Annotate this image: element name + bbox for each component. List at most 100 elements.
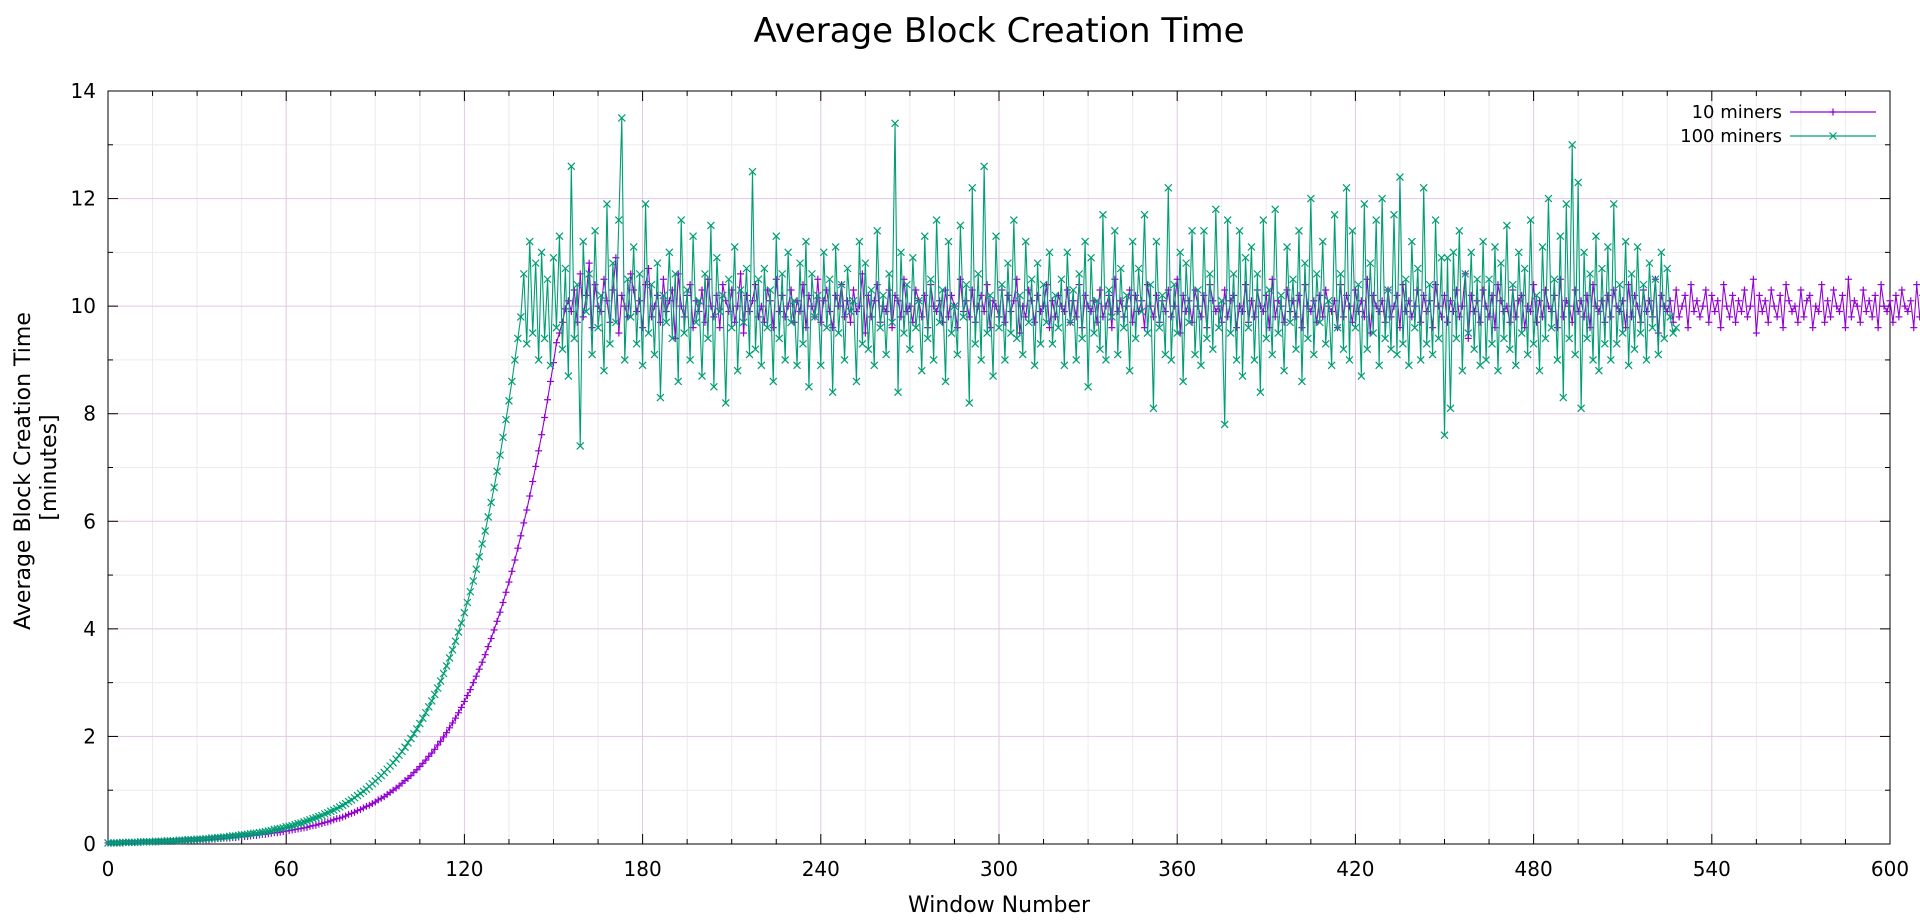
- data-point: [1256, 388, 1265, 397]
- data-point: [1108, 324, 1116, 332]
- data-point: [1865, 297, 1873, 305]
- data-point: [517, 532, 525, 540]
- data-point: [430, 690, 439, 699]
- data-point: [446, 724, 454, 732]
- data-point: [1627, 269, 1636, 278]
- data-point: [525, 237, 534, 246]
- data-point: [1678, 302, 1686, 310]
- data-point: [1369, 329, 1378, 337]
- data-point: [1592, 302, 1600, 310]
- data-point: [532, 462, 540, 470]
- data-point: [567, 162, 576, 171]
- data-point: [1589, 356, 1597, 364]
- data-point: [888, 324, 896, 332]
- data-point: [1066, 318, 1075, 327]
- data-point: [709, 382, 718, 391]
- data-point: [1595, 366, 1603, 375]
- data-point: [1871, 291, 1879, 299]
- data-point: [1069, 286, 1078, 294]
- data-point: [1242, 281, 1250, 289]
- y-tick-label: 4: [83, 617, 96, 641]
- data-point: [1752, 329, 1760, 337]
- data-point: [1723, 302, 1731, 310]
- data-point: [1398, 339, 1407, 348]
- data-point: [481, 527, 490, 535]
- data-point: [870, 361, 879, 370]
- data-point: [1461, 269, 1470, 278]
- data-point: [1423, 308, 1431, 316]
- data-point: [882, 350, 891, 359]
- series: [104, 113, 1920, 847]
- data-point: [1316, 291, 1324, 299]
- data-point: [1140, 210, 1149, 219]
- data-point: [1425, 280, 1434, 289]
- data-point: [1821, 318, 1829, 326]
- data-point: [1907, 297, 1915, 305]
- data-point: [1292, 345, 1300, 354]
- data-point: [1633, 243, 1642, 251]
- data-point: [1470, 345, 1479, 354]
- data-point: [1880, 302, 1888, 310]
- data-point: [867, 286, 876, 294]
- data-point: [481, 651, 489, 659]
- series-100-miners: [104, 113, 1681, 847]
- data-point: [1669, 329, 1678, 337]
- data-point: [695, 296, 703, 305]
- data-point: [377, 794, 385, 802]
- data-point: [1485, 275, 1493, 284]
- data-point: [1660, 334, 1669, 343]
- data-point: [1336, 269, 1345, 278]
- data-point: [760, 264, 769, 273]
- data-point: [1530, 281, 1538, 289]
- data-point: [558, 318, 566, 326]
- data-point: [523, 506, 531, 514]
- data-point: [1452, 286, 1460, 294]
- data-point: [600, 366, 608, 375]
- data-point: [1913, 281, 1920, 289]
- data-point: [424, 702, 433, 711]
- data-point: [1889, 318, 1897, 326]
- data-point: [608, 259, 617, 268]
- data-point: [950, 302, 959, 311]
- data-point: [787, 318, 796, 327]
- data-point: [555, 232, 564, 241]
- data-point: [496, 608, 504, 616]
- data-point: [843, 264, 852, 273]
- data-point: [659, 275, 667, 283]
- data-point: [686, 356, 695, 364]
- data-point: [1833, 302, 1841, 310]
- data-point: [312, 821, 320, 829]
- data-point: [255, 828, 264, 837]
- data-point: [1223, 216, 1232, 225]
- data-point: [947, 291, 955, 299]
- data-point: [1764, 318, 1772, 326]
- data-point: [1401, 275, 1410, 284]
- data-point: [1505, 345, 1514, 354]
- data-point: [493, 617, 501, 625]
- data-point: [1518, 291, 1526, 299]
- data-point: [1230, 291, 1238, 299]
- data-point: [1868, 313, 1876, 321]
- data-point: [285, 822, 294, 831]
- data-point: [1609, 200, 1618, 208]
- data-point: [1030, 361, 1039, 370]
- data-point: [508, 567, 516, 575]
- data-point: [1304, 302, 1312, 310]
- data-point: [582, 307, 591, 316]
- data-point: [1726, 313, 1734, 321]
- data-point: [849, 286, 857, 294]
- data-point: [1233, 324, 1241, 332]
- data-point: [1568, 140, 1577, 149]
- data-point: [689, 232, 698, 241]
- data-point: [903, 280, 911, 289]
- data-point: [796, 259, 804, 268]
- data-point: [1432, 281, 1440, 289]
- data-point: [1847, 313, 1855, 321]
- data-point: [879, 291, 888, 300]
- data-point: [941, 377, 950, 386]
- data-point: [427, 697, 436, 705]
- data-point: [1809, 324, 1817, 332]
- data-point: [736, 286, 745, 294]
- x-tick-label: 360: [1158, 857, 1196, 881]
